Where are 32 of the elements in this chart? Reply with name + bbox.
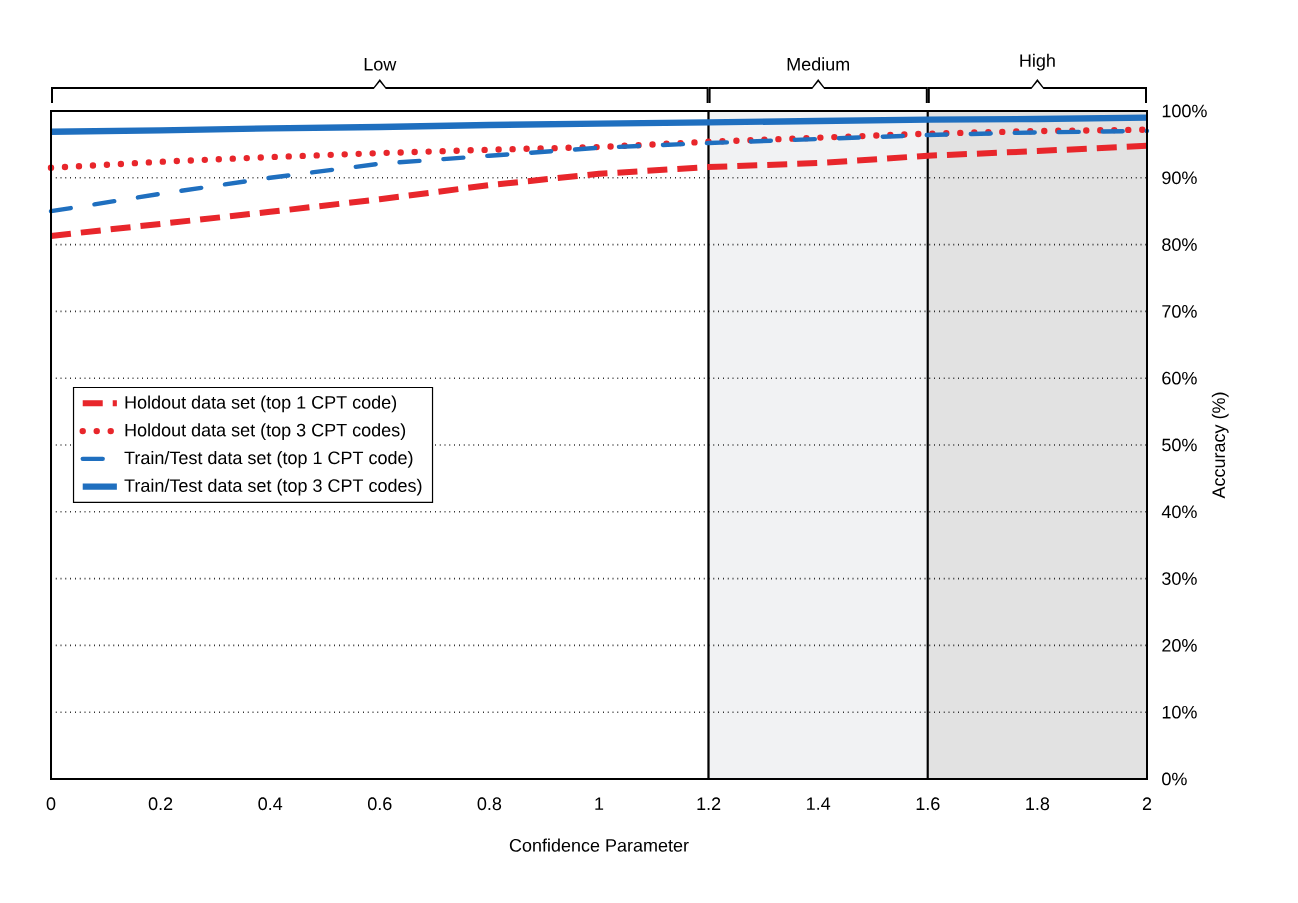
y-tick-label: 70%: [1162, 305, 1197, 318]
band-label: Medium: [787, 57, 850, 71]
line-series: [48, 128, 1150, 214]
y-tick-label: 60%: [1162, 371, 1197, 385]
legend-label: Train/Test data set (top 1 CPT code): [124, 450, 413, 468]
y-tick-label: 90%: [1162, 171, 1197, 185]
y-tick-label: 40%: [1161, 505, 1197, 519]
x-tick-label: 1.4: [807, 797, 831, 810]
x-tick-label: 1.2: [697, 797, 721, 810]
legend-label: Holdout data set (top 1 CPT code): [125, 395, 397, 413]
x-tick-label: 0.8: [477, 797, 502, 811]
legend-label: Holdout data set (top 3 CPT codes): [125, 423, 406, 441]
y-tick-label: 20%: [1162, 639, 1197, 652]
legend-label: Train/Test data set (top 3 CPT codes): [124, 478, 422, 496]
x-tick-label: 2: [1142, 797, 1152, 810]
band-label: High: [1020, 53, 1055, 71]
y-tick-label: 80%: [1162, 238, 1197, 251]
y-tick-label: 30%: [1162, 572, 1197, 585]
x-tick-label: 0.2: [148, 797, 173, 811]
x-tick-label: 0.6: [367, 797, 392, 811]
x-tick-label: 1.8: [1026, 797, 1050, 811]
x-tick-label: 0: [46, 797, 56, 811]
y-axis-title: Accuracy (%): [1211, 392, 1229, 499]
y-tick-label: 0%: [1162, 772, 1187, 786]
x-tick-label: 0.4: [258, 797, 283, 811]
band-label: Low: [364, 58, 397, 71]
x-tick-label: 1.6: [916, 797, 940, 811]
x-axis-title: Confidence Parameter: [509, 838, 689, 852]
y-tick-label: 50%: [1162, 438, 1197, 452]
y-tick-label: 100%: [1162, 104, 1207, 118]
x-tick-label: 1: [595, 797, 604, 810]
y-tick-label: 10%: [1162, 705, 1197, 719]
